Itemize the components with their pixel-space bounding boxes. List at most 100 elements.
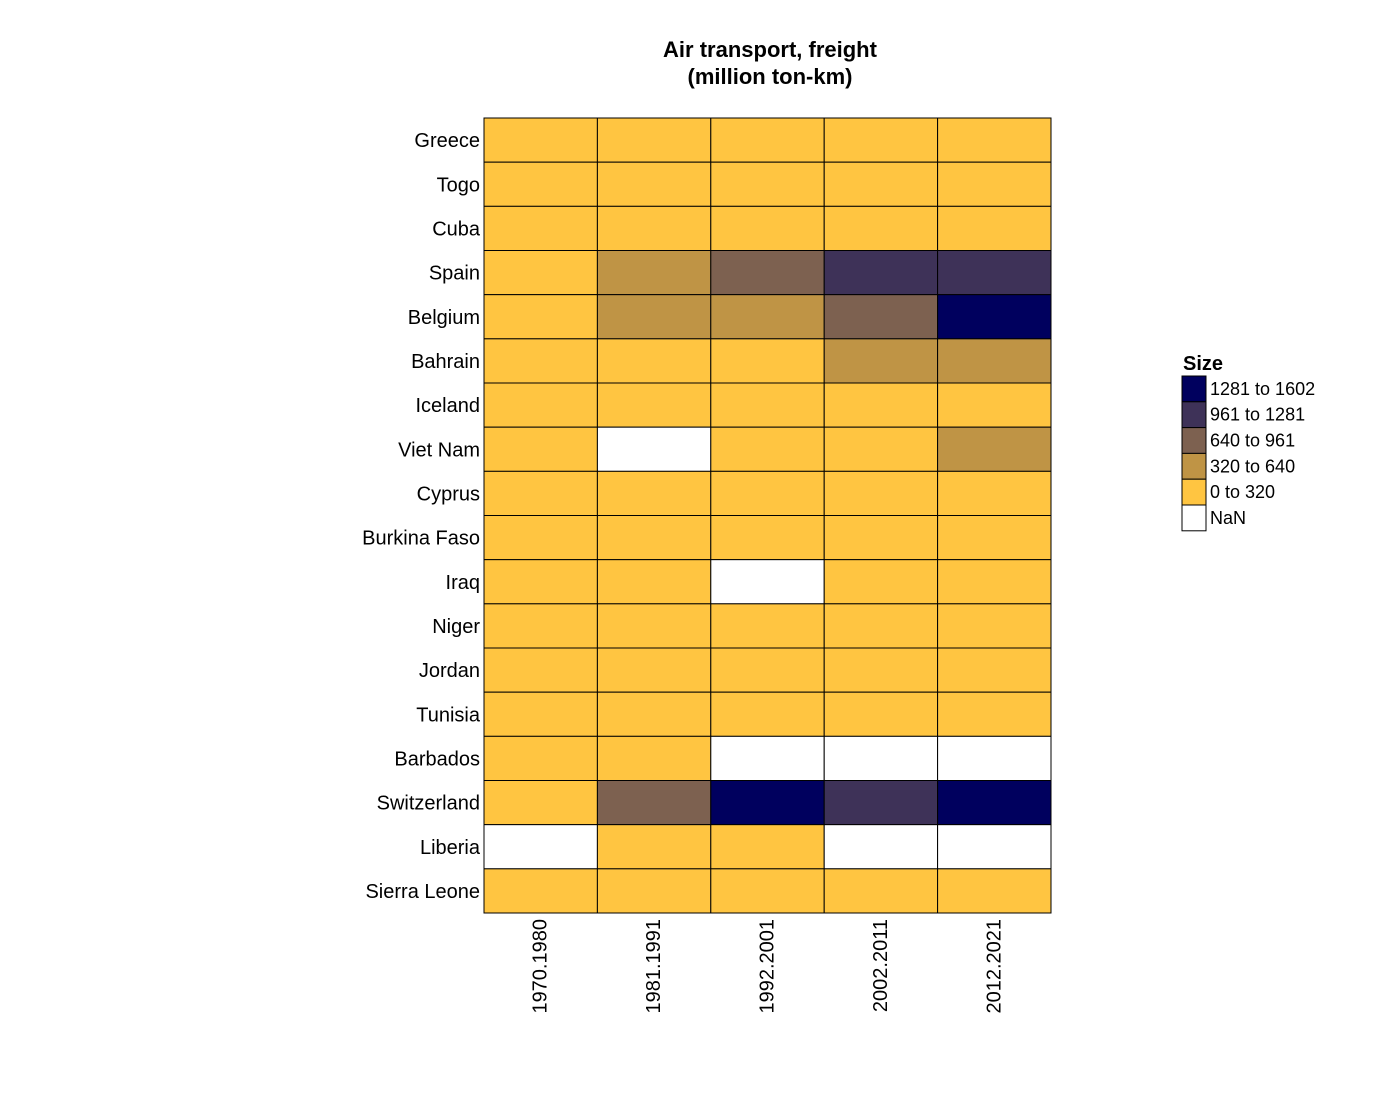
heatmap-cell-bahrain-1981-1991 [596, 338, 712, 384]
heatmap-cell-liberia-1981-1991 [596, 824, 712, 870]
heatmap-cell-burkina-faso-2012-2021 [937, 515, 1052, 561]
heatmap-cell-barbados-2002-2011 [823, 735, 939, 782]
heatmap-cell-switzerland-2002-2011 [823, 780, 939, 826]
heatmap-cell-togo-1970-1980 [483, 161, 598, 207]
legend-label-nan: NaN [1210, 508, 1246, 528]
heatmap-cell-switzerland-1981-1991 [596, 780, 712, 826]
row-label-burkina-faso: Burkina Faso [362, 528, 480, 550]
heatmap-cell-viet-nam-1992-2001 [710, 426, 825, 472]
legend-swatch-961-to-1281 [1181, 401, 1207, 429]
heatmap-cell-tunisia-1981-1991 [596, 691, 712, 737]
heatmap-cell-niger-1981-1991 [596, 603, 712, 649]
heatmap-cell-cuba-1992-2001 [710, 205, 825, 251]
heatmap-cell-greece-2002-2011 [823, 117, 939, 163]
heatmap-cell-tunisia-2012-2021 [937, 691, 1052, 737]
heatmap-cell-tunisia-1970-1980 [483, 691, 598, 737]
heatmap-cell-burkina-faso-1981-1991 [596, 515, 712, 561]
chart-title: Air transport, freight (million ton-km) [663, 37, 878, 89]
column-label-1981-1991: 1981.1991 [643, 919, 665, 1014]
legend-title: Size [1183, 353, 1223, 375]
heatmap-cell-barbados-1992-2001 [710, 735, 825, 782]
column-label-2002-2011: 2002.2011 [870, 919, 892, 1012]
heatmap-cell-iraq-1970-1980 [483, 559, 598, 605]
heatmap-cell-viet-nam-2002-2011 [823, 426, 939, 472]
heatmap-cell-niger-2012-2021 [937, 603, 1052, 649]
heatmap-cell-greece-1981-1991 [596, 117, 712, 163]
heatmap-cell-burkina-faso-1970-1980 [483, 515, 598, 561]
column-label-1992-2001: 1992.2001 [757, 919, 779, 1014]
heatmap-cell-spain-1981-1991 [596, 250, 712, 296]
heatmap-cell-cuba-1981-1991 [596, 205, 712, 251]
row-label-niger: Niger [432, 616, 480, 638]
heatmap-cell-niger-2002-2011 [823, 603, 939, 649]
row-label-iceland: Iceland [416, 395, 481, 417]
heatmap-cell-jordan-1970-1980 [483, 647, 598, 693]
chart-title-line-1: Air transport, freight [663, 37, 878, 62]
heatmap-cell-jordan-1981-1991 [596, 647, 712, 693]
heatmap-cell-liberia-1992-2001 [710, 824, 825, 870]
heatmap-cell-spain-2012-2021 [937, 250, 1052, 296]
heatmap-cell-barbados-2012-2021 [937, 735, 1052, 782]
heatmap-cells [483, 117, 1052, 914]
heatmap-cell-jordan-2012-2021 [937, 647, 1052, 693]
heatmap-cell-belgium-1970-1980 [483, 294, 598, 340]
heatmap-cell-cuba-2012-2021 [937, 205, 1052, 251]
heatmap-cell-togo-1981-1991 [596, 161, 712, 207]
heatmap-cell-barbados-1981-1991 [596, 735, 712, 782]
heatmap-cell-tunisia-2002-2011 [823, 691, 939, 737]
heatmap-cell-sierra-leone-2002-2011 [823, 868, 939, 914]
heatmap-cell-switzerland-1970-1980 [483, 780, 598, 826]
column-label-1970-1980: 1970.1980 [530, 919, 552, 1014]
legend-label-961-to-1281: 961 to 1281 [1210, 405, 1305, 425]
heatmap-cell-greece-2012-2021 [937, 117, 1052, 163]
legend-items: 1281 to 1602 961 to 1281 640 to 961 320 to … [1181, 375, 1315, 532]
heatmap-cell-switzerland-1992-2001 [710, 780, 825, 826]
heatmap-cell-iceland-2002-2011 [823, 382, 939, 428]
heatmap-cell-liberia-1970-1980 [483, 824, 598, 870]
heatmap-cell-niger-1970-1980 [483, 603, 598, 649]
legend-swatch-320-to-640 [1181, 452, 1207, 480]
heatmap-cell-niger-1992-2001 [710, 603, 825, 649]
heatmap-cell-liberia-2002-2011 [823, 824, 939, 870]
row-label-tunisia: Tunisia [416, 704, 481, 726]
row-label-bahrain: Bahrain [411, 351, 480, 373]
heatmap-cell-cyprus-1992-2001 [710, 470, 825, 516]
legend: Size 1281 to 1602 961 to 1281 640 to 961 32… [1181, 353, 1315, 532]
heatmap-cell-cyprus-2012-2021 [937, 470, 1052, 516]
legend-label-0-to-320: 0 to 320 [1210, 482, 1275, 502]
heatmap-cell-iraq-1981-1991 [596, 559, 712, 605]
legend-swatch-nan [1181, 504, 1207, 532]
heatmap-cell-viet-nam-1970-1980 [483, 426, 598, 472]
row-label-sierra-leone: Sierra Leone [365, 881, 480, 903]
heatmap-cell-cuba-1970-1980 [483, 205, 598, 251]
heatmap-cell-bahrain-2002-2011 [823, 338, 939, 384]
heatmap-cell-cyprus-1970-1980 [483, 470, 598, 516]
row-label-liberia: Liberia [420, 837, 481, 859]
row-label-viet-nam: Viet Nam [398, 439, 480, 461]
heatmap-cell-bahrain-1992-2001 [710, 338, 825, 384]
heatmap-cell-switzerland-2012-2021 [937, 780, 1052, 826]
heatmap-cell-iceland-1992-2001 [710, 382, 825, 428]
heatmap-cell-iraq-2012-2021 [937, 559, 1052, 605]
row-label-switzerland: Switzerland [377, 793, 480, 815]
heatmap-cell-greece-1992-2001 [710, 117, 825, 163]
heatmap-cell-sierra-leone-1992-2001 [710, 868, 825, 914]
heatmap-cell-sierra-leone-1970-1980 [483, 868, 598, 914]
row-label-jordan: Jordan [419, 660, 480, 682]
heatmap-cell-spain-1992-2001 [710, 250, 825, 296]
heatmap-cell-jordan-2002-2011 [823, 647, 939, 693]
legend-label-320-to-640: 320 to 640 [1210, 456, 1295, 476]
row-label-cuba: Cuba [432, 218, 481, 240]
heatmap-cell-cuba-2002-2011 [823, 205, 939, 251]
column-labels: 1970.1980 1981.1991 1992.2001 2002.2011 2012… [530, 919, 1006, 1014]
heatmap-cell-burkina-faso-1992-2001 [710, 515, 825, 561]
heatmap-cell-belgium-1992-2001 [710, 294, 825, 340]
heatmap-cell-iceland-2012-2021 [937, 382, 1052, 428]
chart-title-line-2: (million ton-km) [688, 64, 853, 89]
legend-label-1281-to-1602: 1281 to 1602 [1210, 379, 1315, 399]
heatmap-cell-sierra-leone-1981-1991 [596, 868, 712, 914]
heatmap-cell-tunisia-1992-2001 [710, 691, 825, 737]
heatmap-cell-iceland-1981-1991 [596, 382, 712, 428]
heatmap-cell-iraq-1992-2001 [710, 559, 825, 605]
